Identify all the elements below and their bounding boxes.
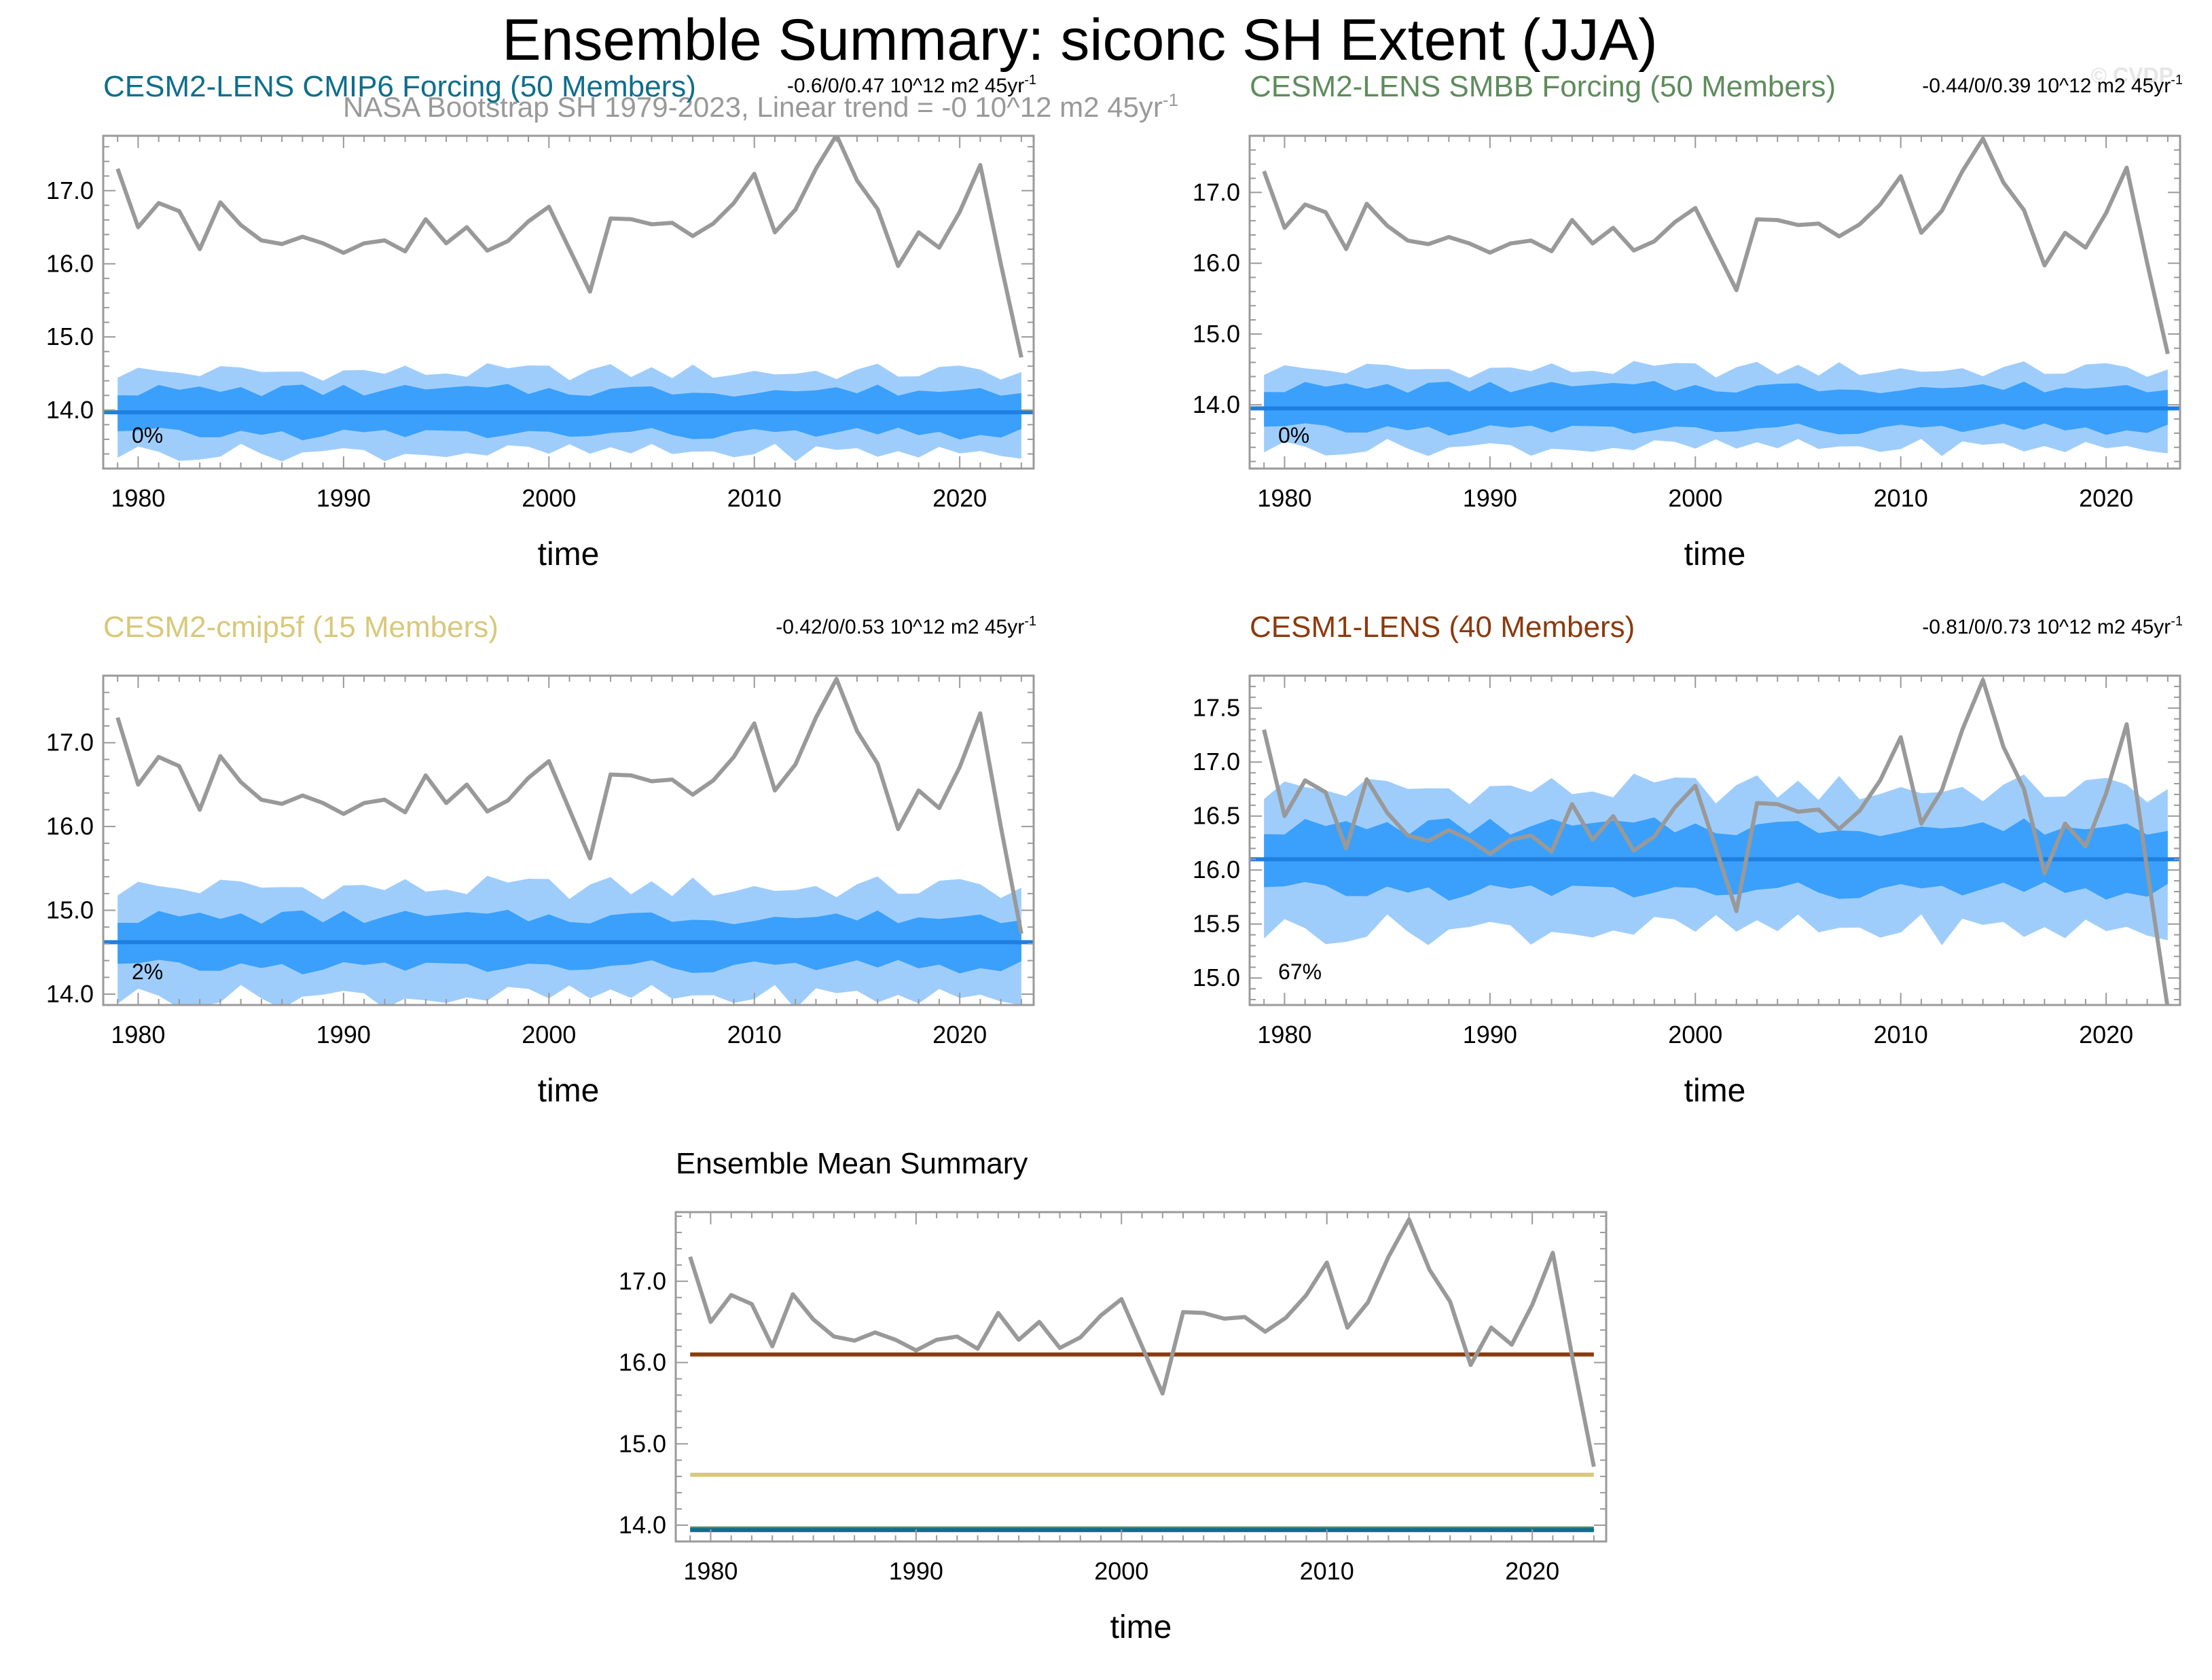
- panel-trend-exponent: -1: [2171, 614, 2183, 629]
- observations-line: [115, 136, 1023, 358]
- x-tick-label: 1980: [1257, 484, 1311, 512]
- x-tick-label: 1980: [683, 1557, 738, 1585]
- x-axis-label: time: [1684, 536, 1746, 572]
- panel-trend-exponent: -1: [1024, 614, 1036, 629]
- plot-area: [103, 676, 1034, 1005]
- y-tick-label: 15.0: [46, 323, 94, 350]
- percent-label: 67%: [1278, 960, 1322, 984]
- figure-subtitle: NASA Bootstrap SH 1979-2023, Linear tren…: [343, 90, 1178, 123]
- x-axis-label: time: [538, 536, 600, 572]
- x-tick-label: 2000: [1094, 1557, 1148, 1585]
- x-axis-label: time: [538, 1073, 600, 1109]
- y-tick-label: 16.5: [1193, 802, 1240, 830]
- y-tick-label: 16.0: [46, 249, 94, 277]
- panel-trend-text: -0.44/0/0.39 10^12 m2 45yr: [1922, 75, 2171, 97]
- plot-frame: [1248, 674, 2181, 1006]
- panel-trend-exponent: -1: [2171, 73, 2183, 88]
- panel-trend-range: -0.42/0/0.53 10^12 m2 45yr-1: [776, 614, 1036, 638]
- panel-trend-text: -0.6/0/0.47 10^12 m2 45yr: [787, 75, 1024, 97]
- y-tick-label: 14.0: [46, 396, 94, 424]
- x-tick-label: 2020: [932, 484, 987, 512]
- y-tick-label: 17.0: [619, 1267, 666, 1295]
- y-tick-label: 15.0: [619, 1429, 666, 1457]
- panel-ensemble-mean-summary: Ensemble Mean Summary 1980 1990 2000 2010 202…: [619, 1147, 1608, 1645]
- x-tick-label: 2010: [727, 1021, 782, 1048]
- y-tick-label: 16.0: [46, 812, 94, 840]
- y-tick-label: 15.0: [46, 896, 94, 924]
- observations-line: [1262, 136, 2170, 354]
- observations-line: [688, 1217, 1596, 1467]
- x-tick-label: 2000: [522, 1021, 576, 1048]
- x-axis-label: time: [1110, 1609, 1172, 1645]
- percent-label: 2%: [132, 960, 163, 984]
- panel-title: CESM2-cmip5f (15 Members): [103, 610, 498, 644]
- x-tick-label: 1990: [316, 1021, 371, 1048]
- x-tick-label: 1990: [889, 1557, 943, 1585]
- panel-trend-range: -0.44/0/0.39 10^12 m2 45yr-1: [1922, 73, 2183, 97]
- y-tick-label: 15.0: [1193, 964, 1240, 991]
- x-tick-label: 2000: [1668, 484, 1722, 512]
- x-tick-label: 1990: [1463, 1021, 1517, 1048]
- y-tick-label: 17.0: [1193, 178, 1240, 206]
- y-tick-label: 17.0: [1193, 748, 1240, 775]
- cvdp-watermark: © CVDP: [2091, 63, 2173, 88]
- y-tick-label: 17.5: [1193, 694, 1240, 722]
- x-tick-label: 1990: [1463, 484, 1517, 512]
- y-tick-label: 16.0: [619, 1349, 666, 1376]
- plot-frame: [1248, 134, 2181, 470]
- plot-area: [1250, 136, 2180, 456]
- percent-label: 0%: [132, 423, 163, 448]
- x-axis-label: time: [1684, 1073, 1746, 1109]
- panel-cesm2-cmip5f: CESM2-cmip5f (15 Members) -0.42/0/0.53 10…: [46, 610, 1036, 1109]
- plot-area: [688, 1217, 1596, 1533]
- x-tick-label: 2020: [2079, 484, 2133, 512]
- figure-subtitle-exponent: -1: [1163, 90, 1178, 110]
- x-tick-label: 2020: [932, 1021, 987, 1048]
- figure-title: Ensemble Summary: siconc SH Extent (JJA): [502, 7, 1657, 73]
- percent-label: 0%: [1278, 423, 1309, 448]
- panel-trend-text: -0.81/0/0.73 10^12 m2 45yr: [1922, 616, 2171, 638]
- observations-line: [1262, 678, 2170, 1005]
- x-tick-label: 2000: [522, 484, 576, 512]
- y-tick-label: 17.0: [46, 729, 94, 756]
- panel-title: CESM1-LENS (40 Members): [1250, 610, 1635, 644]
- x-tick-label: 2020: [2079, 1021, 2133, 1048]
- x-tick-label: 2010: [1874, 484, 1928, 512]
- panel-trend-exponent: -1: [1024, 73, 1036, 88]
- y-tick-label: 16.0: [1193, 249, 1240, 277]
- y-tick-label: 14.0: [619, 1511, 666, 1539]
- panel-cesm2-lens-cmip6: CESM2-LENS CMIP6 Forcing (50 Members) -0.…: [46, 70, 1036, 572]
- x-tick-label: 1980: [111, 484, 165, 512]
- panel-trend-text: -0.42/0/0.53 10^12 m2 45yr: [776, 616, 1024, 638]
- plot-frame: [674, 1211, 1608, 1543]
- panel-title: CESM2-LENS CMIP6 Forcing (50 Members): [103, 70, 696, 103]
- panel-trend-range: -0.81/0/0.73 10^12 m2 45yr-1: [1922, 614, 2183, 638]
- x-tick-label: 2010: [727, 484, 782, 512]
- x-tick-label: 2000: [1668, 1021, 1722, 1048]
- x-tick-label: 2020: [1505, 1557, 1559, 1585]
- x-tick-label: 1980: [1257, 1021, 1311, 1048]
- observations-line: [115, 676, 1023, 934]
- plot-frame: [102, 674, 1035, 1006]
- panel-cesm2-lens-smbb: CESM2-LENS SMBB Forcing (50 Members) -0.4…: [1193, 70, 2183, 572]
- y-tick-label: 17.0: [46, 177, 94, 204]
- y-tick-label: 14.0: [46, 980, 94, 1008]
- figure-subtitle-text: NASA Bootstrap SH 1979-2023, Linear tren…: [343, 91, 1163, 123]
- panel-cesm1-lens: CESM1-LENS (40 Members) -0.81/0/0.73 10^1…: [1193, 610, 2183, 1109]
- x-tick-label: 1980: [111, 1021, 165, 1048]
- y-tick-label: 15.5: [1193, 910, 1240, 938]
- y-tick-label: 14.0: [1193, 390, 1240, 418]
- panel-title: Ensemble Mean Summary: [676, 1147, 1028, 1180]
- y-tick-label: 16.0: [1193, 856, 1240, 883]
- x-tick-label: 2010: [1874, 1021, 1928, 1048]
- plot-area: [103, 136, 1034, 462]
- x-tick-label: 1990: [316, 484, 371, 512]
- panel-trend-range: -0.6/0/0.47 10^12 m2 45yr-1: [787, 73, 1036, 97]
- panel-title: CESM2-LENS SMBB Forcing (50 Members): [1250, 70, 1836, 103]
- plot-frame: [102, 134, 1035, 470]
- x-tick-label: 2010: [1300, 1557, 1354, 1585]
- y-tick-label: 15.0: [1193, 320, 1240, 348]
- plot-area: [1250, 678, 2180, 1005]
